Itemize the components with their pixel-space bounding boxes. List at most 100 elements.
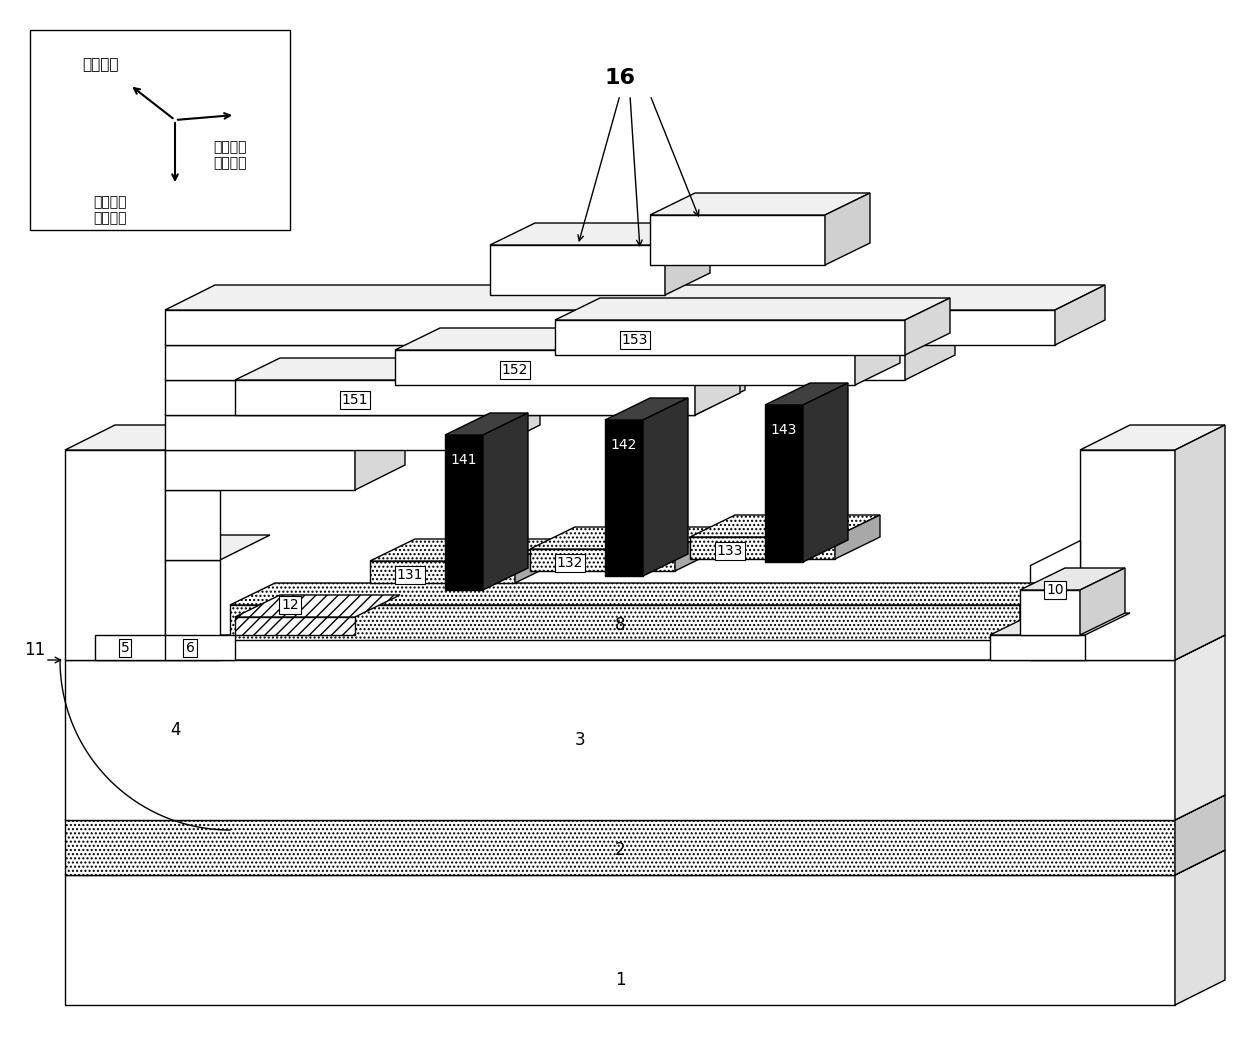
Text: 长度方向
（横向）: 长度方向 （横向）	[213, 140, 247, 170]
Polygon shape	[355, 425, 405, 490]
Polygon shape	[396, 350, 856, 385]
Polygon shape	[236, 358, 740, 380]
Polygon shape	[64, 450, 165, 660]
Text: 7: 7	[180, 511, 190, 529]
Polygon shape	[1030, 540, 1080, 660]
Polygon shape	[905, 320, 955, 380]
Polygon shape	[165, 345, 905, 380]
Polygon shape	[1080, 425, 1225, 450]
Polygon shape	[445, 435, 484, 590]
Polygon shape	[490, 390, 539, 450]
Polygon shape	[605, 420, 644, 576]
Text: 151: 151	[342, 393, 368, 407]
Polygon shape	[229, 605, 1021, 640]
Polygon shape	[1021, 590, 1080, 635]
Polygon shape	[165, 320, 955, 345]
Polygon shape	[165, 380, 694, 415]
Text: 4: 4	[170, 721, 180, 739]
Text: 141: 141	[451, 453, 477, 467]
Polygon shape	[490, 245, 665, 295]
Polygon shape	[64, 425, 215, 450]
Polygon shape	[165, 425, 405, 450]
Polygon shape	[64, 795, 1225, 820]
Text: 宽度方向: 宽度方向	[82, 57, 118, 73]
Text: 8: 8	[615, 616, 625, 634]
Polygon shape	[236, 595, 401, 617]
Polygon shape	[1021, 583, 1065, 640]
Polygon shape	[236, 617, 355, 635]
Polygon shape	[765, 383, 848, 405]
Text: 152: 152	[502, 363, 528, 377]
Polygon shape	[856, 328, 900, 385]
Polygon shape	[490, 223, 711, 245]
Polygon shape	[529, 527, 720, 549]
Polygon shape	[1176, 635, 1225, 820]
Polygon shape	[650, 215, 825, 265]
Text: 133: 133	[717, 544, 743, 558]
Polygon shape	[64, 875, 1176, 1005]
Text: 10: 10	[1047, 583, 1064, 597]
Polygon shape	[675, 527, 720, 571]
Text: 16: 16	[605, 68, 636, 88]
Text: 143: 143	[771, 423, 797, 437]
Polygon shape	[825, 193, 870, 265]
Text: 1: 1	[615, 971, 625, 989]
Polygon shape	[1021, 568, 1125, 590]
Polygon shape	[165, 355, 745, 380]
Polygon shape	[1080, 568, 1125, 635]
Text: 11: 11	[25, 641, 46, 659]
Polygon shape	[64, 660, 1176, 820]
Text: 132: 132	[557, 556, 583, 570]
Polygon shape	[370, 539, 560, 561]
Polygon shape	[529, 549, 675, 571]
Polygon shape	[650, 193, 870, 215]
Text: 6: 6	[186, 641, 195, 655]
Polygon shape	[694, 358, 740, 415]
Text: 153: 153	[621, 334, 649, 347]
Polygon shape	[689, 537, 835, 559]
Polygon shape	[1176, 795, 1225, 875]
Polygon shape	[1176, 425, 1225, 660]
Polygon shape	[165, 390, 539, 415]
Polygon shape	[30, 30, 290, 230]
Polygon shape	[556, 320, 905, 355]
Polygon shape	[515, 539, 560, 583]
Text: 131: 131	[397, 568, 423, 582]
Polygon shape	[165, 490, 219, 560]
Polygon shape	[990, 635, 1085, 660]
Polygon shape	[165, 285, 1105, 310]
Polygon shape	[229, 583, 1065, 605]
Text: 2: 2	[615, 841, 625, 859]
Text: 9: 9	[994, 641, 1006, 659]
Polygon shape	[1176, 850, 1225, 1005]
Polygon shape	[165, 310, 1055, 345]
Polygon shape	[605, 398, 688, 420]
Polygon shape	[95, 635, 236, 660]
Polygon shape	[835, 515, 880, 559]
Polygon shape	[165, 450, 355, 490]
Polygon shape	[165, 560, 219, 660]
Polygon shape	[689, 515, 880, 537]
Polygon shape	[556, 298, 950, 320]
Polygon shape	[644, 398, 688, 576]
Polygon shape	[396, 328, 900, 350]
Polygon shape	[165, 415, 490, 450]
Polygon shape	[694, 355, 745, 415]
Polygon shape	[1080, 450, 1176, 660]
Polygon shape	[905, 298, 950, 355]
Polygon shape	[445, 412, 528, 435]
Polygon shape	[484, 412, 528, 590]
Polygon shape	[370, 561, 515, 583]
Polygon shape	[64, 820, 1176, 875]
Text: 5: 5	[120, 641, 129, 655]
Text: 142: 142	[611, 438, 637, 452]
Polygon shape	[765, 405, 804, 562]
Text: 3: 3	[574, 731, 585, 749]
Polygon shape	[64, 635, 1225, 660]
Text: 12: 12	[281, 598, 299, 612]
Polygon shape	[804, 383, 848, 562]
Polygon shape	[990, 613, 1130, 635]
Text: 厚度方向
（纵向）: 厚度方向 （纵向）	[93, 195, 126, 225]
Polygon shape	[665, 223, 711, 295]
Polygon shape	[1055, 285, 1105, 345]
